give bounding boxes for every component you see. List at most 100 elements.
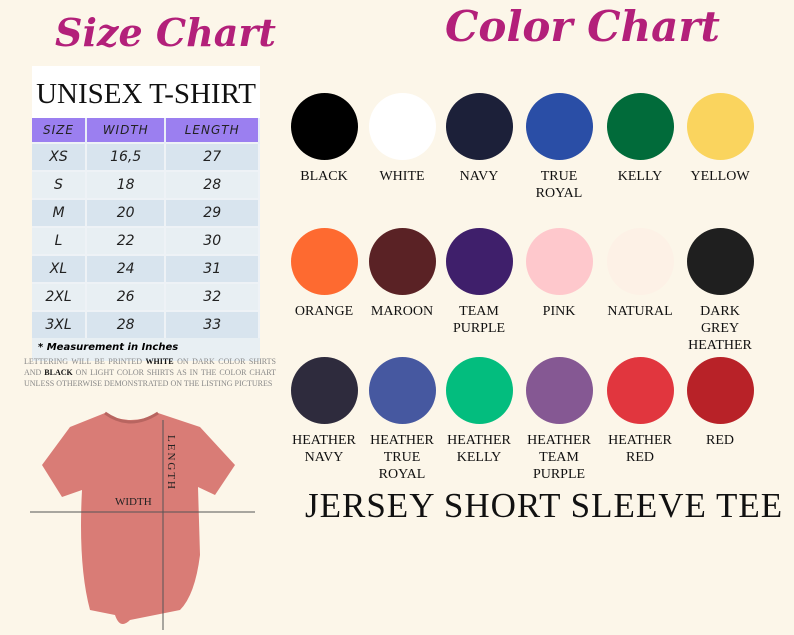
color-swatch: DARK GREY HEATHER: [680, 228, 760, 354]
table-cell: 2XL: [32, 282, 87, 311]
color-swatch: KELLY: [600, 93, 680, 185]
table-cell: 31: [165, 254, 260, 283]
table-row: 3XL 28 33: [32, 310, 260, 338]
color-name: NAVY: [459, 169, 499, 184]
table-cell: L: [32, 226, 87, 255]
color-circle: [368, 93, 436, 160]
color-circle: [606, 357, 674, 424]
color-swatch: TRUE ROYAL: [519, 93, 599, 202]
color-name: HEATHER KELLY: [447, 433, 511, 465]
length-label: LENGTH: [165, 435, 177, 491]
color-name: HEATHER TEAM PURPLE: [527, 433, 591, 482]
product-name: JERSEY SHORT SLEEVE TEE: [305, 486, 784, 525]
color-swatch: YELLOW: [680, 93, 760, 185]
color-circle: [445, 93, 513, 160]
size-table: SIZE WIDTH LENGTH XS 16,5 27 S 18 28 M 20 29 L 22 30 X…: [32, 118, 260, 338]
table-cell: S: [32, 170, 87, 199]
color-name: PINK: [542, 304, 576, 319]
color-swatch: WHITE: [362, 93, 442, 185]
column-header: SIZE: [32, 118, 87, 143]
table-cell: 27: [165, 142, 260, 171]
table-cell: 16,5: [85, 142, 167, 171]
color-name: TRUE ROYAL: [535, 169, 583, 201]
tshirt-shape: [42, 413, 235, 624]
color-circle: [606, 228, 674, 295]
table-row: XS 16,5 27: [32, 142, 260, 171]
color-name: RED: [706, 433, 734, 448]
color-swatch: PINK: [519, 228, 599, 320]
table-cell: 3XL: [32, 310, 87, 338]
color-name: KELLY: [617, 169, 663, 184]
lettering-text: on light color shirts as in the color ch…: [24, 368, 276, 388]
table-row: 2XL 26 32: [32, 282, 260, 311]
measurement-note: * Measurement in Inches: [32, 338, 260, 361]
table-cell: 28: [85, 310, 167, 338]
column-header: LENGTH: [165, 118, 260, 143]
color-swatch: NAVY: [439, 93, 519, 185]
lettering-text: Lettering will be printed: [24, 357, 146, 366]
table-row: M 20 29: [32, 198, 260, 227]
table-cell: 33: [165, 310, 260, 338]
table-row: L 22 30: [32, 226, 260, 255]
table-row: S 18 28: [32, 170, 260, 199]
color-name: ORANGE: [294, 304, 354, 319]
color-name: HEATHER TRUE ROYAL: [370, 433, 434, 482]
color-swatch: BLACK: [284, 93, 364, 185]
table-cell: XL: [32, 254, 87, 283]
table-cell: XS: [32, 142, 87, 171]
color-circle: [445, 357, 513, 424]
color-swatch: HEATHER NAVY: [284, 357, 364, 466]
color-circle: [368, 357, 436, 424]
color-circle: [290, 93, 358, 160]
table-row: XL 24 31: [32, 254, 260, 283]
color-circle: [445, 228, 513, 295]
color-name: WHITE: [379, 169, 425, 184]
table-cell: 22: [85, 226, 167, 255]
color-swatch: MAROON: [362, 228, 442, 320]
table-cell: 28: [165, 170, 260, 199]
color-name: YELLOW: [690, 169, 750, 184]
table-cell: 26: [85, 282, 167, 311]
color-swatch: ORANGE: [284, 228, 364, 320]
color-swatch: HEATHER TEAM PURPLE: [519, 357, 599, 483]
color-circle: [368, 228, 436, 295]
color-circle: [686, 93, 754, 160]
table-cell: 24: [85, 254, 167, 283]
table-cell: M: [32, 198, 87, 227]
color-name: MAROON: [370, 304, 434, 319]
tshirt-diagram: WIDTH LENGTH: [30, 411, 255, 630]
color-swatch: NATURAL: [600, 228, 680, 320]
table-cell: 18: [85, 170, 167, 199]
color-circle: [525, 228, 593, 295]
color-swatch: HEATHER RED: [600, 357, 680, 466]
white-word: WHITE: [145, 357, 174, 366]
color-chart-title: Color Chart: [445, 2, 720, 51]
size-table-panel: UNISEX T-SHIRT SIZE WIDTH LENGTH XS 16,5 27 S…: [32, 66, 260, 361]
color-swatch: HEATHER TRUE ROYAL: [362, 357, 442, 483]
color-circle: [686, 228, 754, 295]
color-circle: [525, 357, 593, 424]
color-circle: [290, 357, 358, 424]
lettering-text: on dark color shirts and: [24, 357, 276, 377]
color-name: DARK GREY HEATHER: [688, 304, 752, 353]
color-name: BLACK: [300, 169, 348, 184]
color-name: HEATHER NAVY: [292, 433, 356, 465]
table-cell: 30: [165, 226, 260, 255]
color-name: TEAM PURPLE: [452, 304, 506, 336]
color-circle: [686, 357, 754, 424]
column-header: WIDTH: [85, 118, 167, 143]
table-cell: 29: [165, 198, 260, 227]
color-name: HEATHER RED: [608, 433, 672, 465]
table-title: UNISEX T-SHIRT: [32, 66, 260, 118]
color-name: NATURAL: [607, 304, 673, 319]
color-circle: [525, 93, 593, 160]
color-swatch: RED: [680, 357, 760, 449]
table-cell: 32: [165, 282, 260, 311]
lettering-note: Lettering will be printed WHITE on dark …: [24, 356, 276, 389]
table-cell: 20: [85, 198, 167, 227]
color-circle: [290, 228, 358, 295]
size-chart-title: Size Chart: [55, 10, 276, 55]
color-circle: [606, 93, 674, 160]
black-word: BLACK: [44, 368, 73, 377]
color-swatch: HEATHER KELLY: [439, 357, 519, 466]
